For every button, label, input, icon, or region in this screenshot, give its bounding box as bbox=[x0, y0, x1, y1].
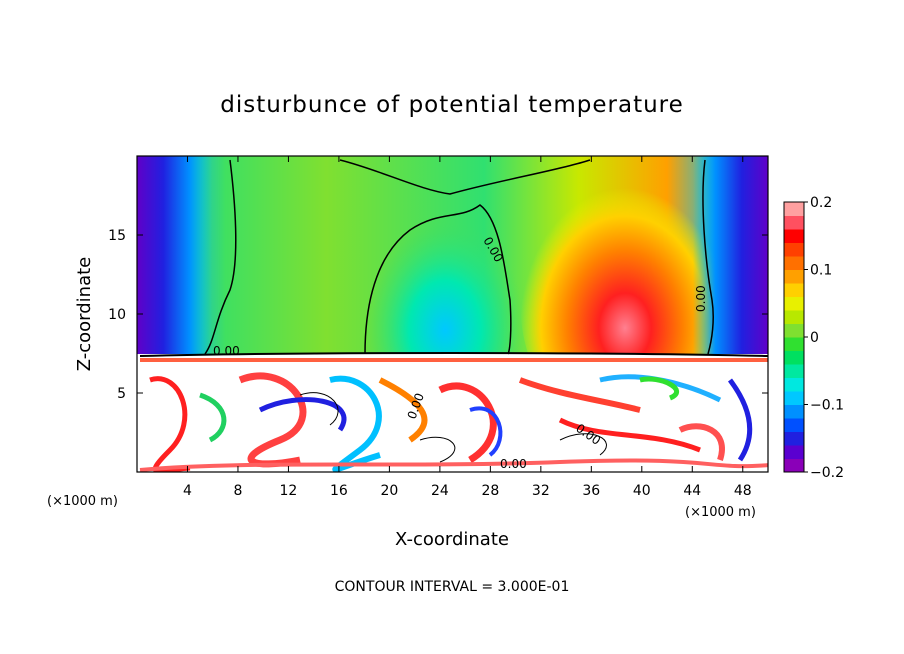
contour-labels: 0.00 0.00 0.00 0.00 0.00 0.00 bbox=[213, 235, 708, 472]
colorbar-swatch bbox=[784, 283, 804, 297]
y-tick-label: 5 bbox=[117, 386, 126, 402]
x-tick-label: 44 bbox=[683, 483, 701, 499]
y-tick-label: 10 bbox=[108, 307, 126, 323]
contour-label: 0.00 bbox=[213, 344, 240, 358]
colorbar-swatch bbox=[784, 242, 804, 257]
x-tick-label: 8 bbox=[233, 483, 242, 499]
y-axis-label: Z-coordinate bbox=[74, 257, 95, 372]
colorbar-swatch bbox=[784, 391, 804, 405]
chart-title: disturbunce of potential temperature bbox=[220, 92, 684, 118]
x-tick-label: 16 bbox=[330, 483, 348, 499]
x-tick-label: 40 bbox=[633, 483, 651, 499]
colorbar-swatch bbox=[784, 418, 804, 432]
colorbar-tick-label: −0.1 bbox=[810, 398, 844, 414]
colorbar-swatch bbox=[784, 323, 804, 338]
x-tick-label: 32 bbox=[532, 483, 550, 499]
y-axis: 5 10 15 bbox=[108, 228, 768, 402]
colorbar-swatch bbox=[784, 350, 804, 365]
colorbar-swatch bbox=[784, 431, 804, 446]
colorbar-swatch bbox=[784, 377, 804, 392]
contour-label: 0.00 bbox=[694, 285, 708, 312]
colorbar-swatch bbox=[784, 404, 804, 419]
y-tick-label: 15 bbox=[108, 228, 126, 244]
x-tick-label: 36 bbox=[582, 483, 600, 499]
x-tick-label: 20 bbox=[380, 483, 398, 499]
colorbar-tick-label: 0.1 bbox=[810, 263, 832, 279]
colorbar-swatch bbox=[784, 458, 804, 473]
x-tick-label: 28 bbox=[481, 483, 499, 499]
x-tick-label: 4 bbox=[183, 483, 192, 499]
colorbar-swatch bbox=[784, 215, 804, 230]
x-axis: 4 8 12 16 20 24 28 32 36 40 44 48 bbox=[183, 156, 752, 499]
x-axis-label: X-coordinate bbox=[395, 529, 509, 550]
colorbar-swatch bbox=[784, 445, 804, 459]
colorbar-swatch bbox=[784, 269, 804, 284]
colorbar-swatch bbox=[784, 229, 804, 243]
colorbar-swatch bbox=[784, 296, 804, 311]
colorbar: 0.2 0.1 0 −0.1 −0.2 bbox=[783, 195, 844, 481]
colorbar-swatch bbox=[784, 202, 804, 216]
x-tick-label: 48 bbox=[734, 483, 752, 499]
colorbar-tick-label: −0.2 bbox=[810, 465, 844, 481]
contour-interval-text: CONTOUR INTERVAL = 3.000E-01 bbox=[335, 579, 570, 595]
x-unit-label-right: (×1000 m) bbox=[685, 505, 756, 520]
colorbar-swatch bbox=[784, 310, 804, 324]
colorbar-tick-label: 0 bbox=[810, 330, 819, 346]
x-tick-label: 24 bbox=[431, 483, 449, 499]
colorbar-swatch bbox=[784, 337, 804, 351]
colorbar-tick-label: 0.2 bbox=[810, 195, 832, 211]
colorbar-swatch bbox=[784, 364, 804, 378]
x-tick-label: 12 bbox=[280, 483, 298, 499]
contour-label: 0.00 bbox=[500, 457, 527, 471]
heatmap-field bbox=[137, 156, 768, 472]
colorbar-swatch bbox=[784, 256, 804, 270]
x-unit-label-left: (×1000 m) bbox=[47, 494, 118, 509]
